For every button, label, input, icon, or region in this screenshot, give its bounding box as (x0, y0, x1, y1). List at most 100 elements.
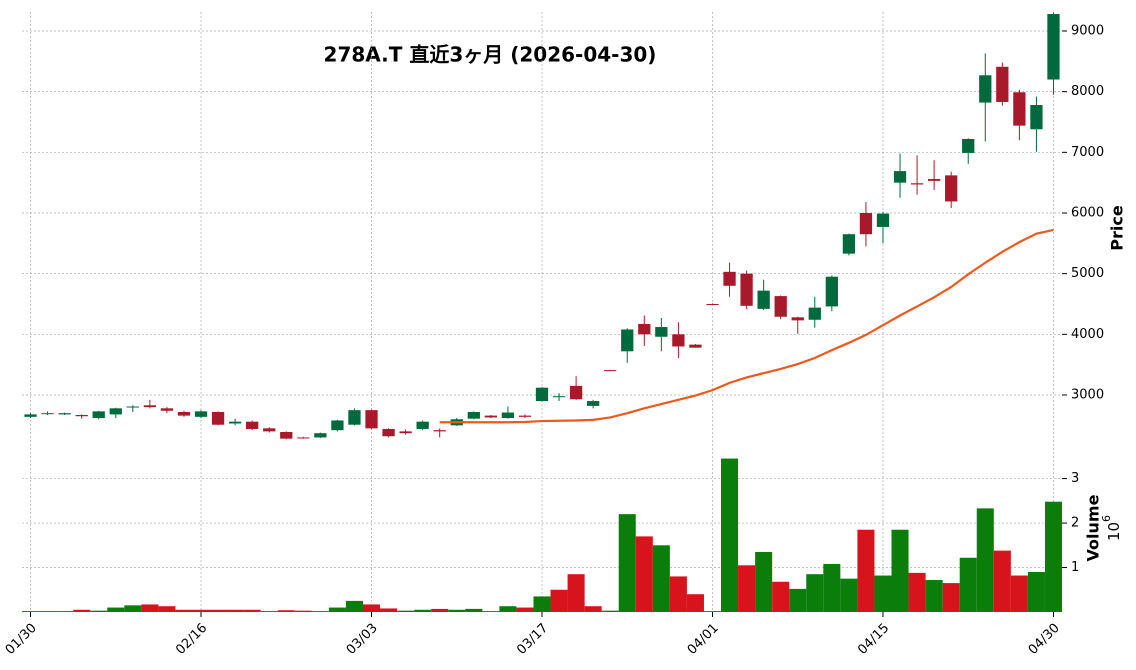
y-tick-label: 1 (1071, 560, 1079, 575)
y-tick-label: 6000 (1071, 205, 1104, 220)
candle-body (143, 405, 157, 408)
candle-body (859, 212, 873, 235)
volume-bar (874, 575, 892, 612)
volume-bar (465, 608, 483, 612)
volume-bar (840, 578, 858, 612)
candle-body (927, 179, 941, 181)
volume-bar (669, 576, 687, 612)
volume-bar (311, 611, 329, 612)
candle-body (638, 324, 651, 335)
candle-body (501, 412, 515, 419)
candle-body (979, 75, 992, 103)
volume-bar (635, 536, 653, 612)
volume-bar (345, 600, 363, 612)
candle-body (552, 396, 566, 398)
volume-bar (908, 572, 926, 612)
candle-body (655, 327, 668, 337)
volume-bar (1044, 501, 1062, 612)
candle-body (314, 433, 327, 438)
volume-bar (431, 608, 449, 612)
candle-body (825, 276, 838, 307)
volume-bar (772, 581, 790, 612)
candle-body (723, 271, 736, 286)
volume-bar (209, 609, 227, 612)
candle-body (791, 317, 804, 321)
candle-body (41, 413, 54, 415)
volume-bar (22, 611, 40, 612)
candle-body (1013, 92, 1026, 126)
volume-bar (73, 609, 91, 612)
volume-bar (90, 610, 108, 612)
volume-bar (175, 609, 193, 612)
volume-bar (618, 514, 636, 612)
volume-bar (993, 550, 1011, 612)
x-tick-label: 04/15 (855, 621, 892, 658)
candle-body (842, 234, 856, 254)
y-tick-label: 9000 (1071, 23, 1104, 38)
candle-body (348, 410, 361, 425)
volume-bar (533, 596, 551, 612)
candle-body (1030, 105, 1043, 130)
candle-body (945, 175, 958, 202)
volume-bar (141, 604, 159, 612)
volume-bar (277, 610, 295, 612)
y-tick-label: 3 (1071, 471, 1079, 486)
candle-body (910, 183, 924, 185)
candle-body (587, 401, 600, 406)
candle-body (1047, 14, 1060, 80)
candle-body (604, 370, 617, 372)
scale-base: 10 (1105, 522, 1123, 541)
candle-body (416, 421, 429, 429)
candle-body (280, 431, 293, 439)
x-tick-label: 02/16 (173, 621, 210, 658)
candle-body (92, 411, 105, 419)
candle-body (689, 344, 702, 348)
candle-body (706, 303, 719, 305)
volume-bar (584, 606, 602, 612)
y-tick-label: 2 (1071, 516, 1079, 531)
candle-body (263, 428, 276, 432)
candle-body (808, 307, 821, 320)
candle-body (535, 387, 549, 402)
candle-body (365, 410, 378, 429)
moving-average-line (439, 228, 1054, 424)
candle-body (774, 296, 787, 317)
volume-bar (942, 583, 960, 612)
candle-body (194, 411, 208, 417)
x-tick-label: 01/30 (3, 621, 40, 658)
x-tick-label: 03/03 (344, 621, 381, 658)
scale-exponent: 6 (1100, 515, 1113, 522)
volume-bar (789, 588, 807, 612)
volume-bar (362, 604, 381, 612)
volume-bar (448, 609, 466, 612)
candle-body (569, 385, 583, 400)
volume-bar (1027, 571, 1045, 612)
volume-bar (226, 609, 244, 612)
x-tick-label: 03/17 (514, 621, 551, 658)
candle-body (740, 273, 753, 306)
volume-bar (686, 594, 704, 612)
y-tick-label: 8000 (1071, 84, 1104, 99)
volume-bar (158, 606, 176, 612)
volume-bar (959, 557, 977, 612)
candle-body (109, 408, 122, 415)
candle-body (297, 437, 310, 439)
volume-bar (601, 610, 619, 612)
candle-body (228, 421, 242, 424)
candle-body (246, 421, 259, 429)
candle-body (160, 408, 174, 411)
candle-body (893, 171, 907, 183)
candle-body (58, 413, 71, 415)
volume-bar (976, 508, 994, 612)
y-tick-label: 5000 (1071, 266, 1104, 281)
candle-body (126, 406, 139, 408)
candle-body (331, 420, 344, 431)
candle-body (757, 290, 770, 309)
y-tick-label: 7000 (1071, 145, 1104, 160)
volume-bar (294, 610, 312, 612)
volume-bar (567, 574, 585, 612)
volume-bar (328, 607, 346, 612)
y-tick-label: 3000 (1071, 387, 1104, 402)
